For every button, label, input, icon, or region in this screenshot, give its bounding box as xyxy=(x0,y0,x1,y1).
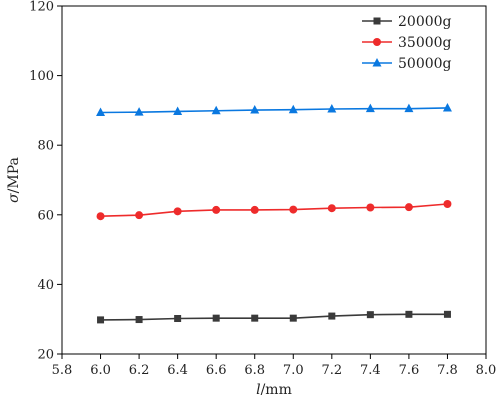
legend-marker xyxy=(373,38,381,46)
legend: 20000g 35000g 50000g xyxy=(362,14,452,72)
data-point xyxy=(328,312,336,320)
y-axis-title: σ/MPa xyxy=(6,157,22,203)
legend-marker xyxy=(373,17,381,25)
series-50000g xyxy=(96,102,452,116)
x-tick-label: 7.0 xyxy=(283,363,304,378)
data-point xyxy=(211,105,221,115)
x-tick-label: 7.4 xyxy=(360,363,381,378)
data-point xyxy=(134,107,144,116)
data-point xyxy=(96,107,106,116)
data-point xyxy=(404,103,414,113)
data-point xyxy=(442,102,452,112)
x-tick-label: 6.6 xyxy=(206,363,227,378)
data-point xyxy=(366,311,374,319)
data-point xyxy=(173,106,183,115)
legend-item: 20000g xyxy=(362,14,452,30)
data-point xyxy=(135,316,143,324)
legend-item: 50000g xyxy=(362,56,452,72)
y-axis-unit: /MPa xyxy=(6,157,22,193)
data-point xyxy=(405,310,413,318)
data-point xyxy=(289,205,298,214)
data-point xyxy=(250,105,260,114)
y-tick-label: 40 xyxy=(37,278,54,293)
data-point xyxy=(327,104,337,113)
data-point xyxy=(365,103,375,113)
data-point xyxy=(173,207,182,216)
y-tick-label: 60 xyxy=(37,208,54,223)
x-tick-label: 7.6 xyxy=(399,363,420,378)
legend-label: 50000g xyxy=(398,56,452,72)
x-tick-label: 8.0 xyxy=(476,363,497,378)
x-tick-label: 6.0 xyxy=(90,363,111,378)
legend-item: 35000g xyxy=(362,35,452,51)
legend-label: 20000g xyxy=(398,14,452,30)
x-tick-label: 6.4 xyxy=(167,363,188,378)
data-point xyxy=(135,211,144,220)
series-20000g xyxy=(97,310,451,324)
legend-marker xyxy=(372,58,382,67)
data-point xyxy=(288,104,298,114)
data-point xyxy=(443,310,451,318)
data-point xyxy=(174,315,182,323)
data-point xyxy=(366,203,375,212)
series-line xyxy=(100,313,448,321)
x-tick-label: 7.8 xyxy=(437,363,458,378)
y-tick-label: 20 xyxy=(37,348,54,363)
data-point xyxy=(251,314,259,322)
series-35000g xyxy=(96,200,452,221)
plot-frame xyxy=(61,5,487,355)
x-tick-label: 6.8 xyxy=(244,363,265,378)
data-point xyxy=(289,314,297,322)
x-tick-label: 7.2 xyxy=(321,363,342,378)
data-point xyxy=(404,203,413,212)
data-point xyxy=(443,200,452,209)
x-axis-title: l/mm xyxy=(256,382,292,398)
data-point xyxy=(327,204,336,213)
y-tick-label: 80 xyxy=(37,139,54,154)
y-tick-label: 120 xyxy=(29,0,54,15)
axis-ticks: 5.8 6.0 6.2 6.4 6.6 6.8 7.0 7.2 7.4 7.6 7.8 8.0 20 40… xyxy=(29,0,496,378)
x-axis-symbol: l xyxy=(256,382,260,398)
legend-label: 35000g xyxy=(398,35,452,51)
data-point xyxy=(212,205,221,214)
series-line xyxy=(100,107,448,114)
x-axis-unit: /mm xyxy=(261,382,292,398)
data-point xyxy=(250,205,259,214)
data-point xyxy=(212,314,220,322)
data-point xyxy=(97,316,105,324)
series-layer xyxy=(96,102,452,324)
y-tick-label: 100 xyxy=(29,69,54,84)
series-line xyxy=(100,203,448,217)
y-axis-symbol: σ xyxy=(6,193,22,203)
x-tick-label: 6.2 xyxy=(129,363,150,378)
x-tick-label: 5.8 xyxy=(52,363,73,378)
data-point xyxy=(96,212,105,221)
